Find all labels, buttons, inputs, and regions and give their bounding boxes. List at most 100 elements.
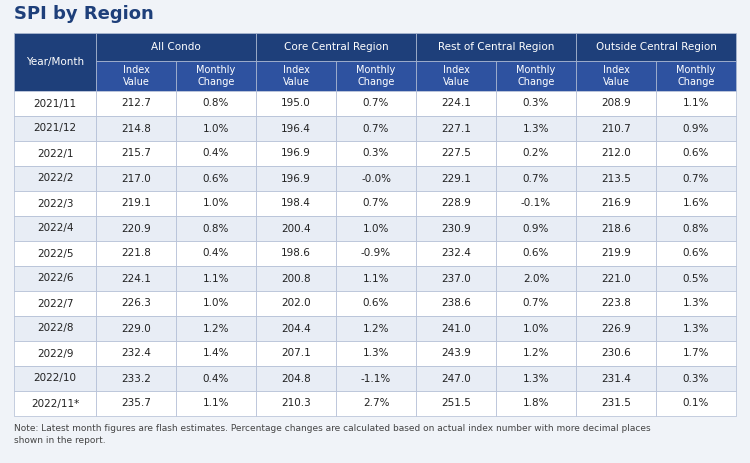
Text: 200.8: 200.8 <box>281 274 310 283</box>
Bar <box>416 141 496 166</box>
Text: 196.4: 196.4 <box>281 124 311 133</box>
Text: Index
Value: Index Value <box>283 65 310 87</box>
Bar <box>336 166 416 191</box>
Text: 0.3%: 0.3% <box>523 99 549 108</box>
Text: 216.9: 216.9 <box>601 199 631 208</box>
Bar <box>96 216 176 241</box>
Bar <box>176 291 256 316</box>
Text: 2021/12: 2021/12 <box>34 124 76 133</box>
Bar <box>496 291 576 316</box>
Text: SPI by Region: SPI by Region <box>14 5 154 23</box>
Text: 230.9: 230.9 <box>441 224 471 233</box>
Text: 241.0: 241.0 <box>441 324 471 333</box>
Bar <box>576 316 656 341</box>
Bar <box>176 266 256 291</box>
Bar <box>656 241 736 266</box>
Bar <box>576 341 656 366</box>
Bar <box>14 341 96 366</box>
Bar <box>576 33 736 61</box>
Text: 1.3%: 1.3% <box>523 124 549 133</box>
Bar <box>14 141 96 166</box>
Text: 204.4: 204.4 <box>281 324 310 333</box>
Text: 0.3%: 0.3% <box>682 374 709 383</box>
Bar <box>176 191 256 216</box>
Bar <box>496 366 576 391</box>
Text: 2022/4: 2022/4 <box>37 224 74 233</box>
Text: 243.9: 243.9 <box>441 349 471 358</box>
Bar <box>96 166 176 191</box>
Bar <box>176 216 256 241</box>
Text: 0.5%: 0.5% <box>682 274 709 283</box>
Text: 198.6: 198.6 <box>281 249 311 258</box>
Text: 1.4%: 1.4% <box>202 349 229 358</box>
Text: 1.2%: 1.2% <box>202 324 229 333</box>
Text: 0.8%: 0.8% <box>202 224 229 233</box>
Bar <box>96 141 176 166</box>
Text: 232.4: 232.4 <box>121 349 151 358</box>
Bar <box>656 116 736 141</box>
Bar <box>176 316 256 341</box>
Text: 200.4: 200.4 <box>281 224 310 233</box>
Text: -1.1%: -1.1% <box>361 374 392 383</box>
Bar <box>416 91 496 116</box>
Text: 219.1: 219.1 <box>121 199 151 208</box>
Bar <box>496 91 576 116</box>
Bar <box>576 116 656 141</box>
Text: 195.0: 195.0 <box>281 99 310 108</box>
Bar <box>96 116 176 141</box>
Bar <box>416 61 496 91</box>
Bar <box>96 191 176 216</box>
Bar <box>656 191 736 216</box>
Text: 2.0%: 2.0% <box>523 274 549 283</box>
Text: 226.9: 226.9 <box>601 324 631 333</box>
Bar <box>576 241 656 266</box>
Text: 0.2%: 0.2% <box>523 149 549 158</box>
Text: 217.0: 217.0 <box>122 174 151 183</box>
Text: 215.7: 215.7 <box>121 149 151 158</box>
Bar <box>14 116 96 141</box>
Text: 224.1: 224.1 <box>121 274 151 283</box>
Text: 207.1: 207.1 <box>281 349 310 358</box>
Text: 1.0%: 1.0% <box>202 299 229 308</box>
Bar <box>656 291 736 316</box>
Bar <box>416 366 496 391</box>
Bar <box>336 216 416 241</box>
Text: 0.9%: 0.9% <box>523 224 549 233</box>
Bar <box>336 341 416 366</box>
Text: 0.8%: 0.8% <box>682 224 709 233</box>
Bar <box>256 141 336 166</box>
Bar <box>336 116 416 141</box>
Text: 0.6%: 0.6% <box>202 174 229 183</box>
Bar <box>576 166 656 191</box>
Text: 2022/6: 2022/6 <box>37 274 74 283</box>
Text: 0.9%: 0.9% <box>682 124 709 133</box>
Text: Year/Month: Year/Month <box>26 57 84 67</box>
Bar <box>14 266 96 291</box>
Text: Monthly
Change: Monthly Change <box>516 65 556 87</box>
Bar <box>416 116 496 141</box>
Bar <box>256 366 336 391</box>
Text: 210.3: 210.3 <box>281 399 310 408</box>
Bar <box>336 266 416 291</box>
Bar <box>656 266 736 291</box>
Text: 2.7%: 2.7% <box>363 399 389 408</box>
Text: 0.7%: 0.7% <box>363 99 389 108</box>
Bar <box>14 316 96 341</box>
Bar <box>576 191 656 216</box>
Bar <box>256 91 336 116</box>
Text: 1.1%: 1.1% <box>363 274 389 283</box>
Text: 196.9: 196.9 <box>281 149 311 158</box>
Text: 1.8%: 1.8% <box>523 399 549 408</box>
Text: -0.9%: -0.9% <box>361 249 391 258</box>
Bar <box>416 316 496 341</box>
Bar <box>96 266 176 291</box>
Bar <box>496 141 576 166</box>
Text: 227.1: 227.1 <box>441 124 471 133</box>
Bar <box>96 341 176 366</box>
Text: 2022/9: 2022/9 <box>37 349 74 358</box>
Text: 231.5: 231.5 <box>601 399 631 408</box>
Text: 0.7%: 0.7% <box>682 174 709 183</box>
Bar <box>416 33 576 61</box>
Bar <box>176 91 256 116</box>
Bar <box>176 241 256 266</box>
